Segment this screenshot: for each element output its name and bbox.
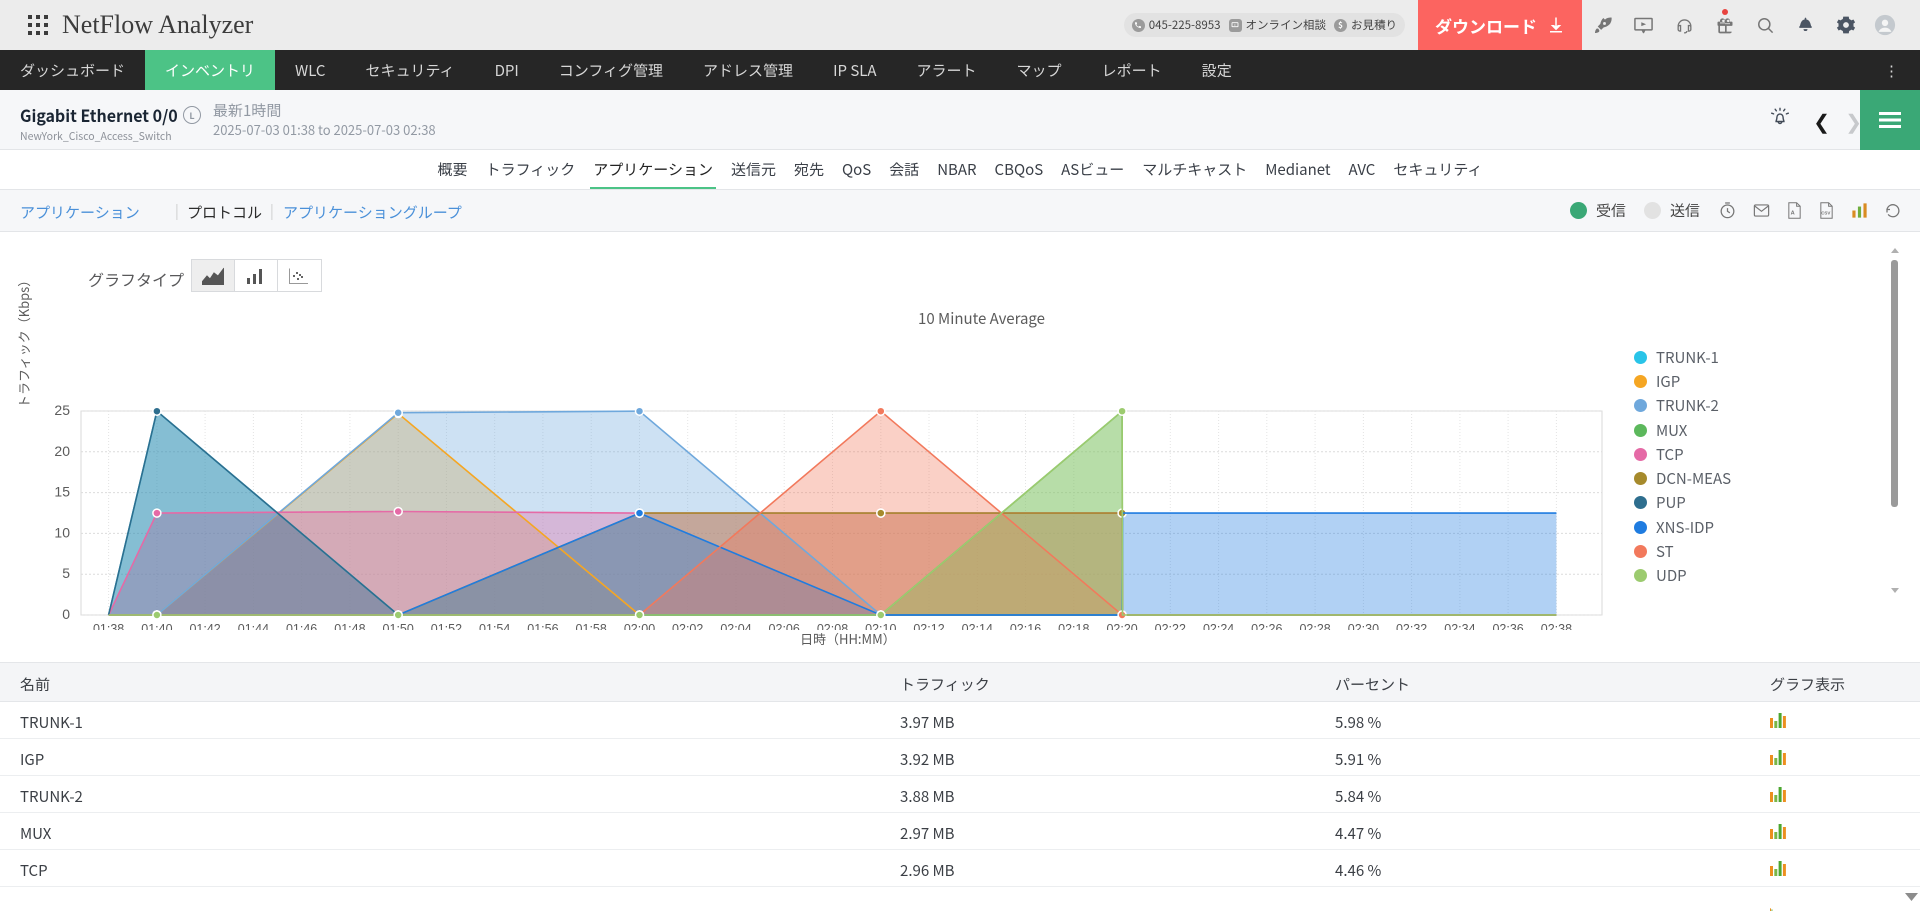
svg-text:01:52: 01:52 — [431, 622, 462, 630]
svg-text:02:04: 02:04 — [720, 622, 751, 630]
svg-text:01:56: 01:56 — [527, 622, 558, 630]
svg-text:02:38: 02:38 — [1541, 622, 1572, 630]
svg-text:02:26: 02:26 — [1251, 622, 1282, 630]
svg-text:01:40: 01:40 — [141, 622, 172, 630]
svg-text:5: 5 — [62, 565, 70, 581]
svg-text:01:42: 01:42 — [189, 622, 220, 630]
svg-text:02:10: 02:10 — [865, 622, 896, 630]
svg-text:02:08: 02:08 — [817, 622, 848, 630]
svg-text:01:54: 01:54 — [479, 622, 510, 630]
svg-text:02:34: 02:34 — [1444, 622, 1475, 630]
svg-text:10: 10 — [54, 524, 70, 540]
svg-text:A: A — [1791, 211, 1795, 217]
svg-text:02:06: 02:06 — [769, 622, 800, 630]
svg-text:02:12: 02:12 — [913, 622, 944, 630]
svg-text:02:22: 02:22 — [1155, 622, 1186, 630]
svg-text:CSV: CSV — [1821, 210, 1830, 215]
svg-text:01:58: 01:58 — [576, 622, 607, 630]
svg-text:02:18: 02:18 — [1058, 622, 1089, 630]
svg-text:02:16: 02:16 — [1010, 622, 1041, 630]
svg-text:15: 15 — [54, 484, 70, 500]
svg-text:02:36: 02:36 — [1492, 622, 1523, 630]
svg-text:01:50: 01:50 — [383, 622, 414, 630]
svg-text:02:28: 02:28 — [1299, 622, 1330, 630]
svg-text:02:02: 02:02 — [672, 622, 703, 630]
svg-text:01:46: 01:46 — [286, 622, 317, 630]
svg-text:02:00: 02:00 — [624, 622, 655, 630]
svg-text:01:44: 01:44 — [238, 622, 269, 630]
svg-text:02:14: 02:14 — [962, 622, 993, 630]
svg-text:0: 0 — [62, 606, 70, 622]
svg-text:01:38: 01:38 — [93, 622, 124, 630]
svg-text:02:20: 02:20 — [1106, 622, 1137, 630]
svg-text:02:32: 02:32 — [1396, 622, 1427, 630]
svg-text:02:24: 02:24 — [1203, 622, 1234, 630]
svg-text:02:30: 02:30 — [1348, 622, 1379, 630]
svg-text:20: 20 — [54, 443, 70, 459]
svg-text:01:48: 01:48 — [334, 622, 365, 630]
svg-text:25: 25 — [54, 402, 70, 418]
